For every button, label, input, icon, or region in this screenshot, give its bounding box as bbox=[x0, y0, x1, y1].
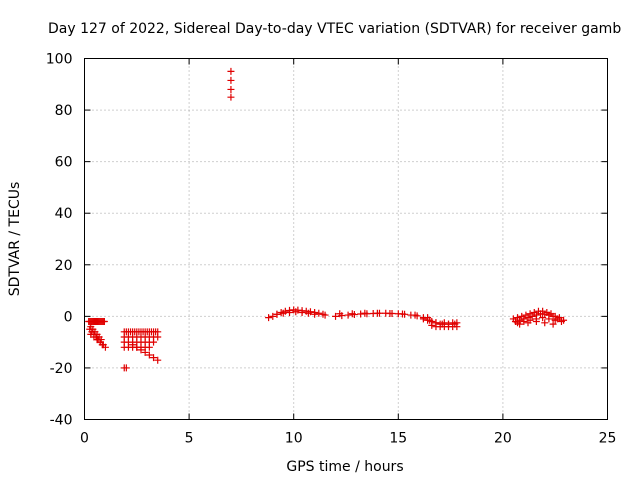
y-tick-label: 0 bbox=[64, 309, 73, 325]
x-tick-label: 0 bbox=[80, 431, 89, 447]
data-point bbox=[227, 93, 235, 101]
data-point bbox=[122, 364, 130, 372]
data-point bbox=[154, 333, 162, 341]
data-point bbox=[453, 323, 461, 331]
data-point bbox=[357, 310, 365, 318]
data-point bbox=[516, 320, 524, 328]
data-point bbox=[332, 312, 340, 320]
data-point bbox=[100, 318, 108, 326]
data-point bbox=[336, 310, 344, 318]
y-tick-label: -40 bbox=[50, 413, 73, 429]
data-point bbox=[154, 356, 162, 364]
data-point bbox=[419, 315, 427, 323]
data-point bbox=[279, 309, 287, 317]
data-point bbox=[304, 309, 312, 317]
chart-title: Day 127 of 2022, Sidereal Day-to-day VTE… bbox=[48, 21, 621, 37]
data-point bbox=[145, 343, 153, 351]
data-point bbox=[373, 309, 381, 317]
data-point bbox=[227, 67, 235, 75]
data-point bbox=[520, 318, 528, 326]
data-point bbox=[545, 315, 553, 323]
data-point bbox=[150, 338, 158, 346]
data-point bbox=[541, 319, 549, 327]
data-point bbox=[141, 348, 149, 356]
data-point bbox=[315, 309, 323, 317]
data-point bbox=[411, 311, 419, 319]
y-tick-label: 40 bbox=[55, 206, 73, 222]
tick-labels: 0 5 10 15 20 25 -40 -20 0 20 40 60 80 100 bbox=[46, 52, 617, 447]
y-tick-label: 80 bbox=[55, 103, 73, 119]
data-point bbox=[386, 310, 394, 318]
data-point bbox=[549, 320, 557, 328]
data-point bbox=[273, 310, 281, 318]
x-axis-label: GPS time / hours bbox=[286, 459, 403, 475]
data-point bbox=[286, 308, 294, 316]
data-point bbox=[557, 318, 565, 326]
data-point bbox=[551, 316, 559, 324]
data-point bbox=[133, 343, 141, 351]
data-point bbox=[348, 310, 356, 318]
data-point bbox=[265, 314, 273, 322]
data-points bbox=[85, 67, 568, 372]
y-tick-label: 60 bbox=[55, 155, 73, 171]
data-point bbox=[269, 312, 277, 320]
y-tick-label: -20 bbox=[50, 361, 73, 377]
data-point bbox=[298, 308, 306, 316]
y-axis-label: SDTVAR / TECUs bbox=[7, 182, 23, 297]
data-point bbox=[361, 309, 369, 317]
plot-frame bbox=[84, 58, 608, 420]
grid-lines bbox=[84, 58, 608, 420]
data-point bbox=[101, 343, 109, 351]
data-point bbox=[398, 310, 406, 318]
data-point bbox=[145, 351, 153, 359]
x-tick-label: 20 bbox=[494, 431, 512, 447]
data-point bbox=[292, 308, 300, 316]
data-point bbox=[428, 321, 436, 329]
data-point bbox=[528, 312, 536, 320]
x-tick-label: 10 bbox=[285, 431, 303, 447]
y-tick-label: 100 bbox=[46, 52, 73, 68]
data-point bbox=[129, 341, 137, 349]
data-point bbox=[549, 312, 557, 320]
data-point bbox=[532, 318, 540, 326]
axis-ticks bbox=[84, 58, 608, 420]
data-point bbox=[344, 311, 352, 319]
y-tick-label: 20 bbox=[55, 258, 73, 274]
data-point bbox=[137, 346, 145, 354]
data-point bbox=[424, 316, 432, 324]
data-point bbox=[227, 76, 235, 84]
data-point bbox=[227, 85, 235, 93]
data-point bbox=[539, 314, 547, 322]
x-tick-label: 5 bbox=[185, 431, 194, 447]
x-tick-label: 15 bbox=[389, 431, 407, 447]
data-point bbox=[524, 319, 532, 327]
data-point bbox=[311, 310, 319, 318]
x-tick-label: 25 bbox=[599, 431, 617, 447]
data-point bbox=[150, 354, 158, 362]
data-point bbox=[321, 311, 329, 319]
